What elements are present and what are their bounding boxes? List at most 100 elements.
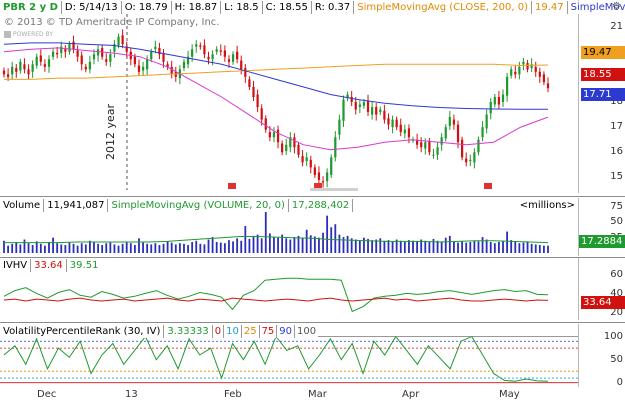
- candle-body[interactable]: [534, 66, 537, 72]
- candle-body[interactable]: [452, 119, 456, 125]
- candle-body[interactable]: [252, 86, 255, 97]
- candle-body[interactable]: [481, 127, 484, 138]
- candle-body[interactable]: [383, 110, 386, 120]
- candle-body[interactable]: [350, 96, 353, 102]
- candle-body[interactable]: [399, 124, 402, 133]
- candle-body[interactable]: [473, 152, 476, 163]
- candle-body[interactable]: [109, 54, 112, 62]
- event-marker-2[interactable]: [314, 183, 322, 189]
- candle-body[interactable]: [203, 45, 206, 55]
- candle-body[interactable]: [375, 107, 378, 115]
- candle-body[interactable]: [64, 49, 67, 52]
- candle-body[interactable]: [68, 44, 71, 52]
- candle-body[interactable]: [117, 36, 120, 46]
- candle-body[interactable]: [121, 35, 124, 45]
- candle-body[interactable]: [309, 159, 312, 168]
- candle-body[interactable]: [448, 117, 451, 126]
- candle-body[interactable]: [313, 167, 316, 175]
- candle-body[interactable]: [469, 159, 472, 162]
- event-marker-3[interactable]: [484, 183, 492, 189]
- candle-body[interactable]: [285, 144, 288, 152]
- scroll-indicator[interactable]: [310, 188, 358, 191]
- candle-body[interactable]: [80, 55, 83, 65]
- ivhv-chart[interactable]: [0, 258, 578, 320]
- candle-body[interactable]: [133, 56, 137, 65]
- candle-body[interactable]: [199, 45, 202, 47]
- candle-body[interactable]: [293, 137, 296, 148]
- candle-body[interactable]: [436, 147, 439, 155]
- candle-body[interactable]: [60, 46, 63, 53]
- sma2-label[interactable]: SimpleMovin...: [567, 0, 625, 14]
- candle-body[interactable]: [146, 59, 149, 70]
- candle-body[interactable]: [465, 158, 468, 163]
- candle-body[interactable]: [379, 109, 382, 113]
- candle-body[interactable]: [505, 76, 509, 96]
- candle-body[interactable]: [317, 172, 321, 180]
- candle-body[interactable]: [227, 59, 231, 62]
- candle-body[interactable]: [154, 46, 157, 50]
- candle-body[interactable]: [289, 137, 292, 148]
- candle-body[interactable]: [84, 66, 87, 70]
- candle-body[interactable]: [125, 46, 128, 52]
- candle-body[interactable]: [510, 69, 513, 76]
- candle-body[interactable]: [191, 49, 194, 57]
- candle-body[interactable]: [407, 128, 411, 138]
- candle-body[interactable]: [207, 56, 210, 60]
- volume-sma-label[interactable]: SimpleMovingAvg (VOLUME, 20, 0): [108, 198, 289, 212]
- candle-body[interactable]: [56, 52, 59, 55]
- pane-divider[interactable]: [0, 322, 625, 323]
- candle-body[interactable]: [256, 94, 259, 108]
- candle-body[interactable]: [158, 47, 161, 55]
- candle-body[interactable]: [301, 156, 304, 163]
- candle-body[interactable]: [236, 51, 239, 60]
- candle-body[interactable]: [72, 41, 75, 50]
- candle-body[interactable]: [15, 68, 18, 72]
- candle-body[interactable]: [51, 51, 55, 57]
- candle-body[interactable]: [39, 55, 42, 62]
- candle-body[interactable]: [281, 143, 284, 153]
- candle-body[interactable]: [248, 79, 251, 87]
- candle-body[interactable]: [366, 100, 370, 113]
- candle-body[interactable]: [211, 54, 214, 60]
- candle-body[interactable]: [113, 44, 116, 52]
- candle-body[interactable]: [268, 132, 271, 138]
- candle-body[interactable]: [240, 60, 243, 70]
- ivhv-label[interactable]: IVHV: [0, 258, 32, 272]
- candle-body[interactable]: [19, 61, 22, 71]
- event-marker-1[interactable]: [228, 183, 236, 189]
- settings-icon[interactable]: ⚙: [612, 1, 621, 12]
- candle-body[interactable]: [403, 129, 406, 134]
- candle-body[interactable]: [444, 127, 447, 139]
- candle-body[interactable]: [223, 50, 226, 57]
- volume-pane[interactable]: 255075 Volume 11,941,087 SimpleMovingAvg…: [0, 198, 625, 256]
- candle-body[interactable]: [186, 56, 190, 65]
- pane-divider[interactable]: [0, 196, 625, 197]
- candle-body[interactable]: [440, 137, 443, 145]
- candle-body[interactable]: [264, 118, 267, 130]
- pane-divider[interactable]: [0, 257, 625, 258]
- candle-body[interactable]: [338, 119, 341, 135]
- candle-body[interactable]: [162, 52, 165, 62]
- candle-body[interactable]: [105, 59, 108, 62]
- candle-body[interactable]: [215, 49, 218, 52]
- candle-body[interactable]: [358, 104, 361, 108]
- candle-body[interactable]: [538, 71, 541, 77]
- candle-body[interactable]: [23, 64, 26, 70]
- candle-body[interactable]: [11, 66, 14, 75]
- candle-body[interactable]: [362, 102, 366, 106]
- candle-body[interactable]: [420, 142, 423, 148]
- price-pane[interactable]: 15161718192021 PBR 2 y D D: 5/14/13 O: 1…: [0, 0, 625, 193]
- candle-body[interactable]: [260, 108, 263, 120]
- candle-body[interactable]: [166, 64, 169, 67]
- candle-body[interactable]: [297, 144, 300, 155]
- candle-body[interactable]: [141, 66, 145, 71]
- candle-body[interactable]: [395, 119, 398, 128]
- candle-body[interactable]: [346, 94, 349, 99]
- price-chart[interactable]: [0, 0, 578, 193]
- candle-body[interactable]: [244, 68, 247, 77]
- candle-body[interactable]: [485, 114, 488, 129]
- volume-label[interactable]: Volume: [0, 198, 45, 212]
- candle-body[interactable]: [31, 64, 34, 72]
- candle-body[interactable]: [460, 139, 464, 158]
- candle-body[interactable]: [76, 50, 79, 57]
